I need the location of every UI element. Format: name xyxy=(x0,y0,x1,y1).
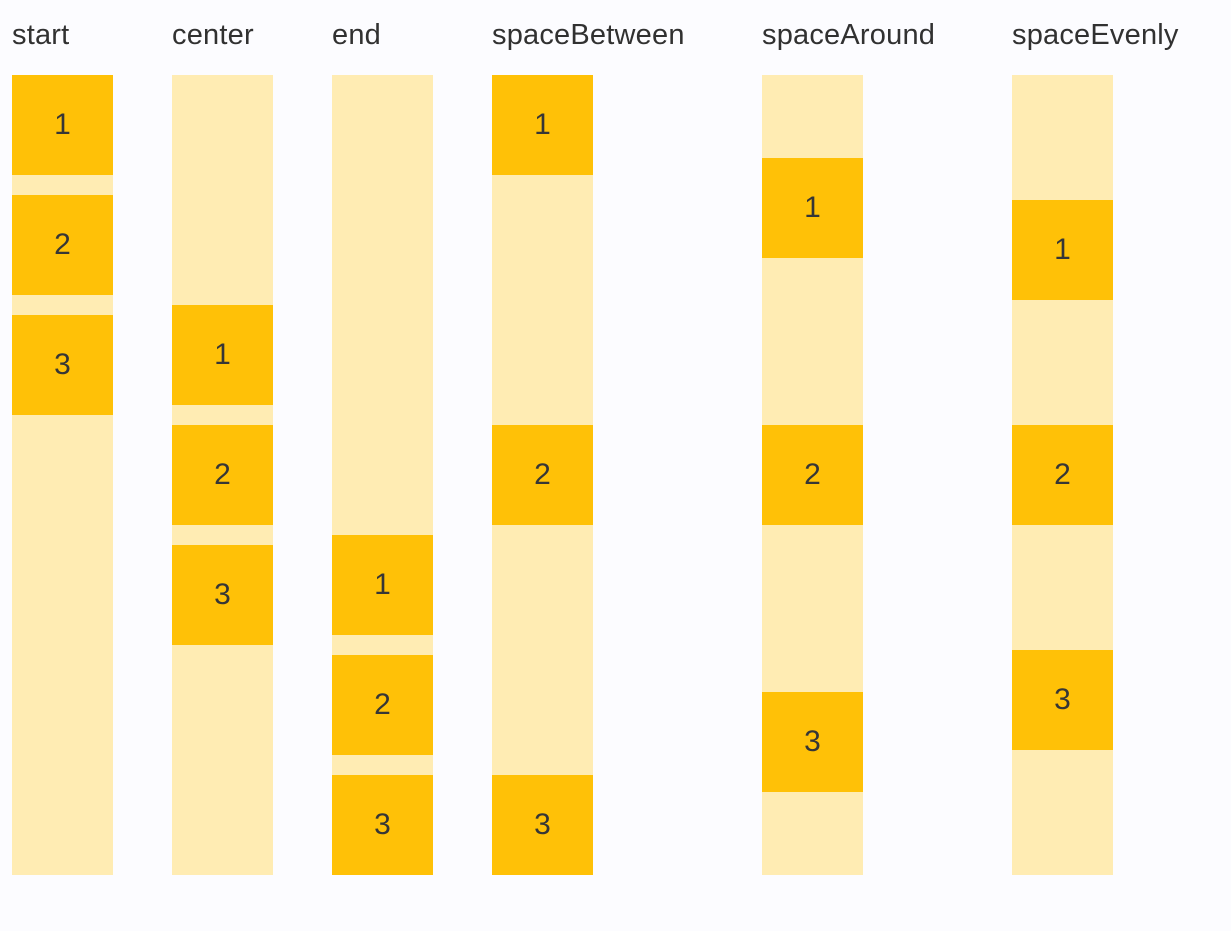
flex-track-space-between: 1 2 3 xyxy=(492,75,593,875)
flex-item: 3 xyxy=(762,691,863,792)
flex-track-start: 1 2 3 xyxy=(12,75,113,875)
column-space-around: spaceAround 1 2 3 xyxy=(762,14,953,875)
flex-item: 2 xyxy=(12,195,113,295)
flex-track-end: 1 2 3 xyxy=(332,75,433,875)
flex-item: 2 xyxy=(1012,425,1113,525)
flex-item: 1 xyxy=(332,535,433,635)
flex-item: 3 xyxy=(172,545,273,645)
column-space-between: spaceBetween 1 2 3 xyxy=(492,14,703,875)
flex-item: 3 xyxy=(1012,650,1113,750)
column-space-evenly: spaceEvenly 1 2 3 xyxy=(1012,14,1179,875)
flex-track-space-evenly: 1 2 3 xyxy=(1012,75,1113,875)
flex-item: 2 xyxy=(492,425,593,525)
alignment-demo-row: start 1 2 3 center 1 2 3 end 1 2 3 space… xyxy=(12,14,1179,875)
flex-item: 3 xyxy=(492,775,593,875)
flex-item: 1 xyxy=(492,75,593,175)
flex-item: 1 xyxy=(1012,200,1113,300)
flex-item: 1 xyxy=(12,75,113,175)
flex-track-space-around: 1 2 3 xyxy=(762,75,863,875)
flex-item: 2 xyxy=(762,424,863,525)
flex-item: 3 xyxy=(12,315,113,415)
flex-item: 2 xyxy=(172,425,273,525)
flex-item: 3 xyxy=(332,775,433,875)
column-label-space-between: spaceBetween xyxy=(492,19,685,51)
column-label-start: start xyxy=(12,19,70,51)
column-label-center: center xyxy=(172,19,254,51)
column-end: end 1 2 3 xyxy=(332,14,433,875)
flex-item: 1 xyxy=(172,305,273,405)
column-label-end: end xyxy=(332,19,381,51)
column-center: center 1 2 3 xyxy=(172,14,273,875)
column-start: start 1 2 3 xyxy=(12,14,113,875)
flex-item: 1 xyxy=(762,158,863,259)
flex-item: 2 xyxy=(332,655,433,755)
flex-track-center: 1 2 3 xyxy=(172,75,273,875)
column-label-space-evenly: spaceEvenly xyxy=(1012,19,1179,51)
column-label-space-around: spaceAround xyxy=(762,19,936,51)
